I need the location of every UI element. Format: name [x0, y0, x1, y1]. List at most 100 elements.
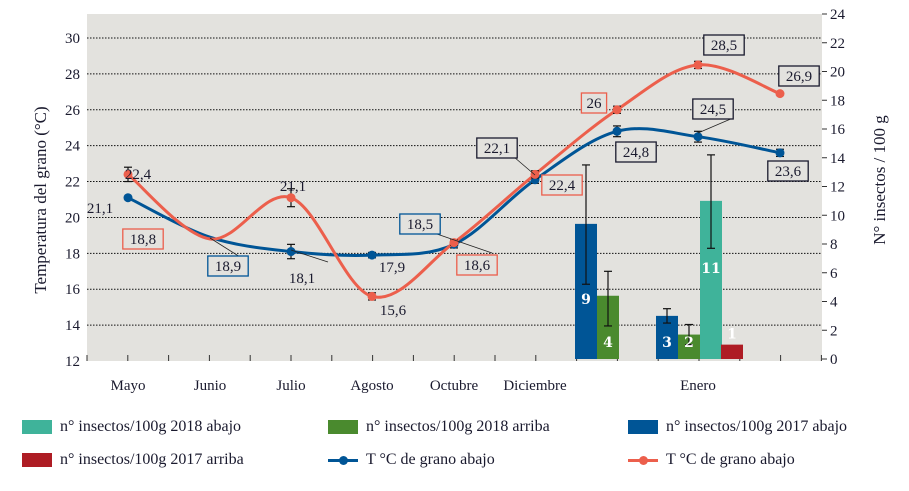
data-label: 15,6	[380, 303, 407, 319]
left-tick-label: 24	[65, 139, 81, 155]
data-label: 17,9	[379, 260, 405, 276]
right-tick-label: 2	[830, 323, 838, 339]
data-label: 21,1	[87, 201, 113, 217]
legend-item-temp-red: T °C de grano abajo	[628, 451, 795, 469]
bar-data-label: 3	[662, 335, 672, 351]
legend-label: n° insectos/100g 2017 abajo	[666, 418, 848, 435]
legend-item-2018-abajo: n° insectos/100g 2018 abajo	[22, 418, 241, 436]
right-tick-label: 10	[830, 208, 845, 224]
annotation-leader	[290, 249, 329, 263]
left-axis-title: Temperatura del grano (°C)	[31, 106, 50, 293]
data-label: 18,5	[407, 217, 433, 233]
data-point	[612, 105, 622, 115]
data-label: 23,6	[775, 164, 802, 180]
plot-background	[87, 14, 822, 361]
data-label: 26,9	[786, 69, 812, 85]
data-label: 18,1	[289, 271, 315, 287]
legend-item-2017-abajo: n° insectos/100g 2017 abajo	[628, 418, 847, 436]
data-point	[286, 247, 296, 257]
right-tick-label: 16	[830, 122, 846, 138]
data-label: 18,8	[130, 232, 156, 248]
annotation-box	[541, 174, 583, 196]
annotation-box	[122, 228, 164, 250]
right-tick-label: 18	[830, 93, 845, 109]
right-tick-label: 22	[830, 36, 845, 52]
x-tick-label: Diciembre	[503, 378, 567, 394]
legend-line-swatch	[628, 453, 658, 467]
annotation-box	[692, 98, 734, 120]
data-label: 28,5	[711, 38, 737, 54]
left-tick-label: 22	[65, 175, 80, 191]
data-point	[530, 169, 540, 179]
left-tick-label: 12	[65, 354, 80, 370]
data-label: 21,1	[280, 179, 306, 195]
x-tick-label: Mayo	[111, 378, 146, 394]
annotation-box	[476, 137, 518, 159]
annotation-leader	[513, 156, 536, 176]
data-label: 18,6	[464, 258, 491, 274]
right-tick-label: 24	[830, 7, 846, 23]
right-tick-label: 6	[830, 266, 838, 282]
data-label: 22,4	[549, 178, 576, 194]
right-tick-label: 20	[830, 65, 845, 81]
data-point	[612, 126, 622, 136]
data-point	[775, 148, 785, 158]
data-point	[367, 250, 377, 260]
x-tick-label: Octubre	[430, 378, 479, 394]
bar-data-label: 11	[701, 261, 720, 277]
left-y-axis: 12 14 16 18 20 22 24 26 28 30	[65, 31, 81, 370]
x-tick-label: Enero	[680, 378, 716, 394]
data-label: 24,5	[700, 102, 726, 118]
bar	[597, 295, 619, 359]
data-point	[775, 89, 785, 99]
legend-label: n° insectos/100g 2018 abajo	[60, 418, 242, 435]
bar	[700, 200, 722, 359]
bar	[678, 334, 700, 359]
legend-swatch	[22, 453, 52, 467]
data-label: 24,8	[623, 145, 649, 161]
bar-data-label: 9	[581, 292, 591, 308]
annotation-box	[399, 213, 441, 235]
annotation-box	[778, 65, 820, 87]
left-tick-label: 28	[65, 67, 80, 83]
legend-swatch	[22, 420, 52, 434]
left-tick-label: 14	[65, 318, 81, 334]
right-tick-label: 8	[830, 237, 838, 253]
legend-label: T °C de grano abajo	[366, 451, 495, 468]
gridlines	[87, 37, 822, 326]
annotation-box	[207, 255, 249, 277]
legend-label: n° insectos/100g 2018 arriba	[366, 418, 550, 435]
x-tick-label: Agosto	[350, 378, 393, 394]
left-tick-label: 30	[65, 31, 80, 47]
x-tick-label: Junio	[194, 378, 227, 394]
right-tick-label: 12	[830, 180, 845, 196]
data-point	[286, 193, 296, 203]
annotation-leader	[697, 117, 734, 134]
annotation-leader	[433, 232, 493, 254]
x-axis-labels: Mayo Junio Julio Agosto Octubre Diciembre Ener…	[111, 378, 716, 394]
data-point	[123, 169, 133, 179]
right-tick-label: 0	[830, 352, 838, 368]
legend-label: n° insectos/100g 2017 arriba	[60, 451, 244, 468]
right-axis-title: N° insectos / 100 g	[870, 115, 889, 245]
legend-label: T °C de grano abajo	[666, 451, 795, 468]
bar-data-label: 1	[727, 327, 737, 343]
annotation-box	[767, 160, 809, 182]
right-tick-label: 14	[830, 151, 846, 167]
data-point	[123, 193, 133, 203]
data-point	[449, 238, 459, 248]
legend-item-2017-arriba: n° insectos/100g 2017 arriba	[22, 451, 244, 469]
bar-data-label: 4	[603, 335, 613, 351]
x-tick-label: Julio	[276, 378, 305, 394]
annotations-layer: 21,1 22,4 18,8 18,9 18,1 21,1 17,9 15,6 18,5 18,6…	[87, 34, 820, 319]
annotation-box	[456, 254, 498, 276]
legend-item-2018-arriba: n° insectos/100g 2018 arriba	[328, 418, 550, 436]
left-tick-label: 16	[65, 282, 81, 298]
data-point	[693, 60, 703, 70]
bar	[656, 315, 678, 359]
left-tick-label: 18	[65, 246, 80, 262]
data-point	[367, 291, 377, 301]
bars-layer: 11 4 2 9 3 1	[575, 154, 743, 359]
